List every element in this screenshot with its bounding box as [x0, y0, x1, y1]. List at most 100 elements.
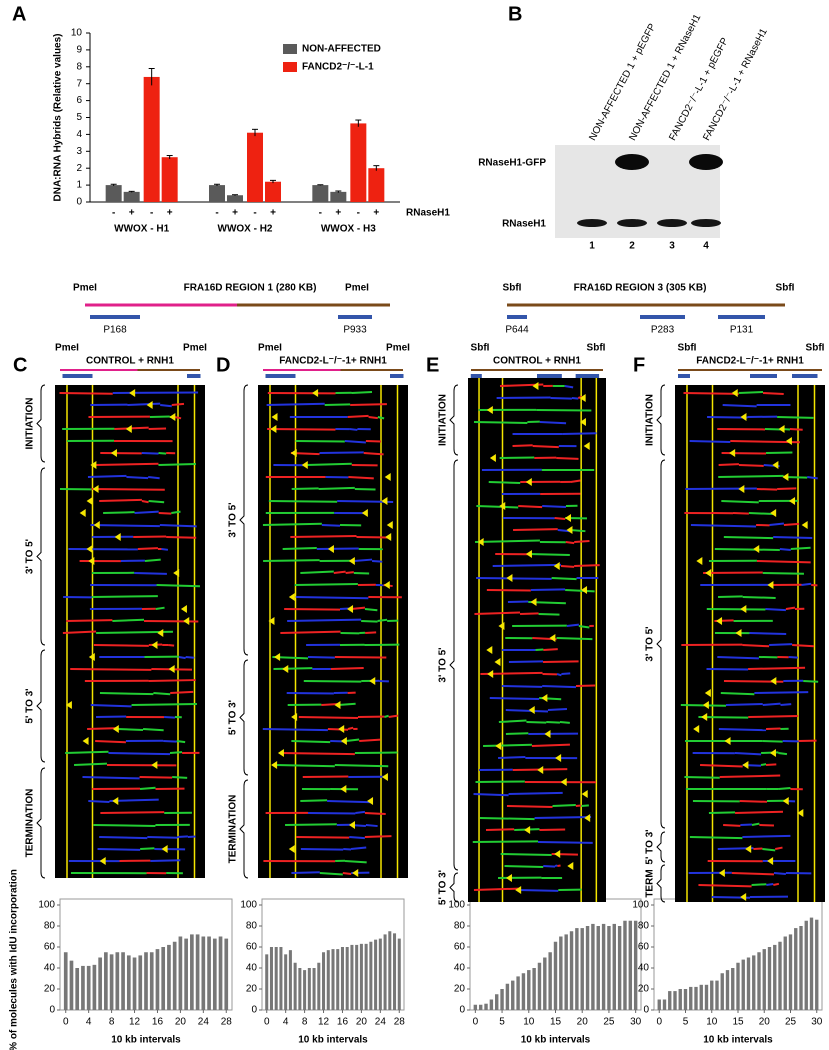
bar — [143, 76, 160, 202]
bar — [383, 934, 387, 1010]
fiber-segment — [82, 776, 140, 780]
fork-marker — [486, 406, 493, 414]
fiber-segment — [739, 800, 768, 803]
phase-label: 5' TO 3' — [438, 870, 449, 905]
fiber-segment — [91, 595, 158, 598]
fiber-segment — [760, 763, 767, 766]
x-tick-label: 0 — [473, 1017, 479, 1028]
fiber-segment — [792, 644, 815, 648]
x-tick-label: 10 — [523, 1017, 535, 1028]
fork-marker — [769, 749, 776, 757]
fork-marker — [288, 593, 295, 601]
fork-marker — [271, 761, 278, 769]
fork-marker — [801, 521, 808, 529]
bar — [564, 934, 568, 1010]
fork-marker — [716, 617, 723, 625]
probe-bar — [390, 374, 404, 378]
bracket — [656, 831, 666, 863]
fork-marker — [88, 653, 95, 661]
panel-letter: B — [508, 3, 522, 25]
fork-marker — [778, 425, 785, 433]
fiber-segment — [502, 685, 543, 688]
fork-marker — [704, 689, 711, 697]
fiber-segment — [777, 487, 797, 490]
treatment-label: - — [319, 208, 322, 219]
y-tick-label: 9 — [76, 45, 82, 56]
fiber-segment — [561, 672, 571, 675]
fiber-segment — [476, 505, 519, 509]
bar — [623, 920, 627, 1010]
site-label: PmeI — [73, 283, 97, 294]
fiber-segment — [738, 464, 764, 467]
bar — [161, 947, 166, 1010]
fiber-segment — [160, 404, 172, 408]
bar — [184, 938, 188, 1010]
fiber-segment — [159, 524, 197, 528]
bar — [694, 986, 698, 1010]
fork-marker — [112, 725, 119, 733]
fork-marker — [169, 413, 176, 421]
y-tick-label: 5 — [76, 112, 82, 123]
legend-label: NON-AFFECTED — [302, 44, 381, 55]
fork-marker — [327, 545, 334, 553]
bar — [284, 954, 288, 1010]
fiber-segment — [117, 728, 144, 731]
treatment-label: - — [150, 208, 153, 219]
fiber-segment — [351, 606, 366, 610]
fiber-segment — [543, 648, 558, 651]
fiber-segment — [506, 805, 553, 808]
bar — [683, 989, 688, 1010]
y-tick-label: 10 — [71, 28, 83, 39]
bar — [195, 934, 200, 1010]
bar — [224, 938, 229, 1010]
fiber-segment — [349, 836, 365, 840]
fiber-segment — [262, 522, 322, 526]
x-axis-label: 10 kb intervals — [703, 1035, 773, 1046]
fork-marker — [581, 790, 588, 798]
bar — [580, 928, 584, 1010]
fiber-segment — [756, 488, 778, 491]
bar — [312, 968, 316, 1010]
bracket — [656, 459, 666, 829]
bar — [393, 933, 397, 1010]
fiber-segment — [512, 444, 533, 447]
fiber-segment — [574, 564, 600, 567]
fiber-segment — [542, 505, 566, 508]
probe-bar — [537, 374, 562, 378]
fiber-segment — [342, 872, 352, 875]
fiber-segment — [363, 452, 384, 456]
bar — [500, 989, 504, 1010]
fiber-segment — [719, 774, 781, 778]
fiber-segment — [762, 392, 784, 396]
fork-marker — [705, 569, 712, 577]
fiber-segment — [348, 476, 374, 480]
treatment-label: - — [357, 208, 360, 219]
bar — [478, 1004, 483, 1010]
bracket — [656, 864, 666, 903]
fiber-segment — [543, 660, 579, 663]
fiber-segment — [178, 656, 186, 660]
fiber-segment — [144, 558, 161, 562]
fiber-segment — [266, 402, 325, 406]
x-tick-label: 16 — [337, 1017, 349, 1028]
fiber-segment — [134, 510, 159, 514]
bar — [575, 928, 579, 1010]
x-tick-label: 20 — [759, 1017, 771, 1028]
fiber-segment — [483, 743, 532, 747]
fiber-segment — [127, 402, 161, 406]
bar — [209, 185, 225, 202]
fork-marker — [268, 617, 275, 625]
bar — [155, 949, 160, 1010]
fiber-segment — [779, 548, 791, 552]
fork-marker — [498, 622, 505, 630]
fork-marker — [86, 545, 93, 553]
bar — [167, 944, 171, 1010]
fork-marker — [731, 389, 738, 397]
treatment-label: + — [335, 208, 341, 219]
fork-marker — [65, 701, 72, 709]
y-tick-label: 20 — [454, 984, 466, 995]
fork-marker — [767, 581, 774, 589]
bar — [673, 991, 677, 1010]
fiber-segment — [364, 835, 392, 838]
fiber-segment — [571, 397, 579, 400]
